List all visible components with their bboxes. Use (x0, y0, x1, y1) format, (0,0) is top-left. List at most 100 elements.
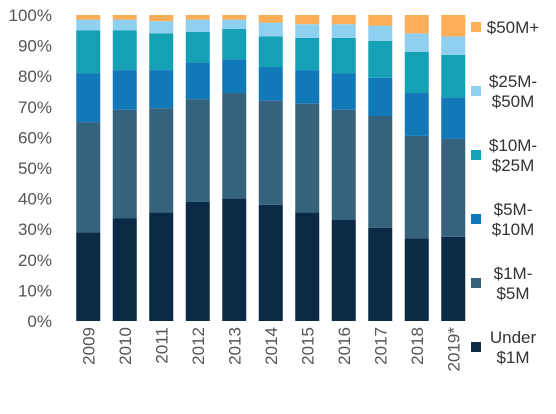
bar-segment (295, 70, 320, 104)
bar-segment (258, 204, 283, 321)
legend: $50M+ $25M-$50M $10M-$25M $5M-$10M $1M-$5M Un… (471, 18, 539, 367)
bar-segment (112, 19, 137, 31)
bar-segment (112, 30, 137, 71)
legend-swatch (471, 214, 481, 224)
bar-segment (222, 93, 247, 199)
bar-stack (258, 15, 283, 321)
bar-segment (295, 212, 320, 321)
bar-stack (185, 15, 210, 321)
legend-label: $1M- (494, 264, 533, 283)
legend-label: $10M (492, 220, 535, 239)
bar-segment (441, 54, 466, 98)
y-tick-label: 60% (18, 128, 52, 147)
bar-segment (185, 99, 210, 202)
bar-stack (331, 15, 356, 321)
x-tick-label: 2016 (335, 327, 354, 365)
x-tick-label: 2014 (262, 327, 281, 365)
legend-item: Under$1M (471, 328, 536, 367)
bar-segment (112, 109, 137, 219)
bar-segment (222, 28, 247, 60)
x-tick-label: 2012 (189, 327, 208, 365)
bar-segment (441, 36, 466, 55)
y-tick-label: 40% (18, 190, 52, 209)
legend-label: $50M+ (487, 18, 540, 37)
bar-segment (258, 15, 283, 23)
bar-segment (404, 51, 429, 94)
legend-item: $25M-$50M (471, 72, 537, 111)
bar-segment (149, 33, 174, 71)
bar-segment (185, 31, 210, 63)
bar-segment (368, 15, 393, 26)
y-tick-label: 10% (18, 281, 52, 300)
bar-segment (368, 77, 393, 116)
y-tick-label: 80% (18, 67, 52, 86)
bar-segment (149, 212, 174, 321)
legend-swatch (471, 86, 481, 96)
x-tick-label: 2018 (408, 327, 427, 365)
bar-segment (404, 135, 429, 239)
bar-segment (149, 108, 174, 213)
bar-stack (368, 15, 393, 321)
y-tick-label: 30% (18, 220, 52, 239)
bar-segment (441, 15, 466, 37)
legend-item: $5M-$10M (471, 200, 534, 239)
bar-stack (441, 15, 466, 321)
bar-stacks (76, 15, 466, 321)
y-tick-label: 0% (27, 312, 52, 331)
y-tick-label: 70% (18, 98, 52, 117)
x-tick-label: 2009 (79, 327, 98, 365)
bar-segment (368, 227, 393, 321)
bar-segment (149, 21, 174, 34)
bar-stack (404, 15, 429, 321)
legend-swatch (471, 150, 481, 160)
bar-segment (258, 22, 283, 37)
x-axis-tick-labels: 2009 2010 2011 2012 2013 2014 2015 2016 2017 2018… (79, 327, 463, 372)
bar-stack (76, 15, 101, 321)
bar-segment (404, 238, 429, 321)
legend-label: $25M- (489, 72, 537, 91)
bar-segment (441, 97, 466, 139)
x-tick-label: 2017 (371, 327, 390, 365)
bar-segment (76, 30, 101, 74)
bar-segment (441, 236, 466, 321)
bar-segment (295, 15, 320, 25)
legend-label: $25M (492, 156, 535, 175)
bar-segment (404, 15, 429, 34)
bar-segment (368, 41, 393, 78)
bar-segment (76, 122, 101, 233)
bar-segment (295, 24, 320, 38)
bar-segment (76, 73, 101, 123)
bar-segment (76, 15, 101, 20)
x-tick-label: 2019* (444, 327, 463, 372)
bar-segment (222, 19, 247, 29)
x-tick-label: 2015 (298, 327, 317, 365)
bar-segment (76, 19, 101, 31)
bar-segment (404, 93, 429, 136)
bar-segment (368, 25, 393, 42)
x-tick-label: 2013 (225, 327, 244, 365)
bar-segment (149, 70, 174, 109)
bar-segment (112, 15, 137, 20)
bar-segment (295, 37, 320, 71)
legend-label: $50M (492, 92, 535, 111)
bar-stack (295, 15, 320, 321)
bar-segment (331, 15, 356, 25)
bar-stack (149, 15, 174, 321)
bar-segment (185, 201, 210, 321)
bar-segment (112, 70, 137, 110)
bar-segment (222, 15, 247, 20)
bar-segment (441, 138, 466, 237)
bar-segment (331, 220, 356, 321)
legend-swatch (471, 278, 481, 288)
x-tick-label: 2011 (152, 327, 171, 364)
bar-segment (295, 103, 320, 213)
y-tick-label: 100% (9, 6, 52, 25)
bar-segment (404, 33, 429, 52)
bar-segment (185, 62, 210, 100)
bar-segment (258, 67, 283, 101)
y-axis-tick-labels: 0% 10% 20% 30% 40% 50% 60% 70% 80% 90% 100% (9, 6, 52, 331)
bar-segment (258, 100, 283, 205)
bar-segment (76, 232, 101, 321)
legend-label: Under (490, 328, 537, 347)
